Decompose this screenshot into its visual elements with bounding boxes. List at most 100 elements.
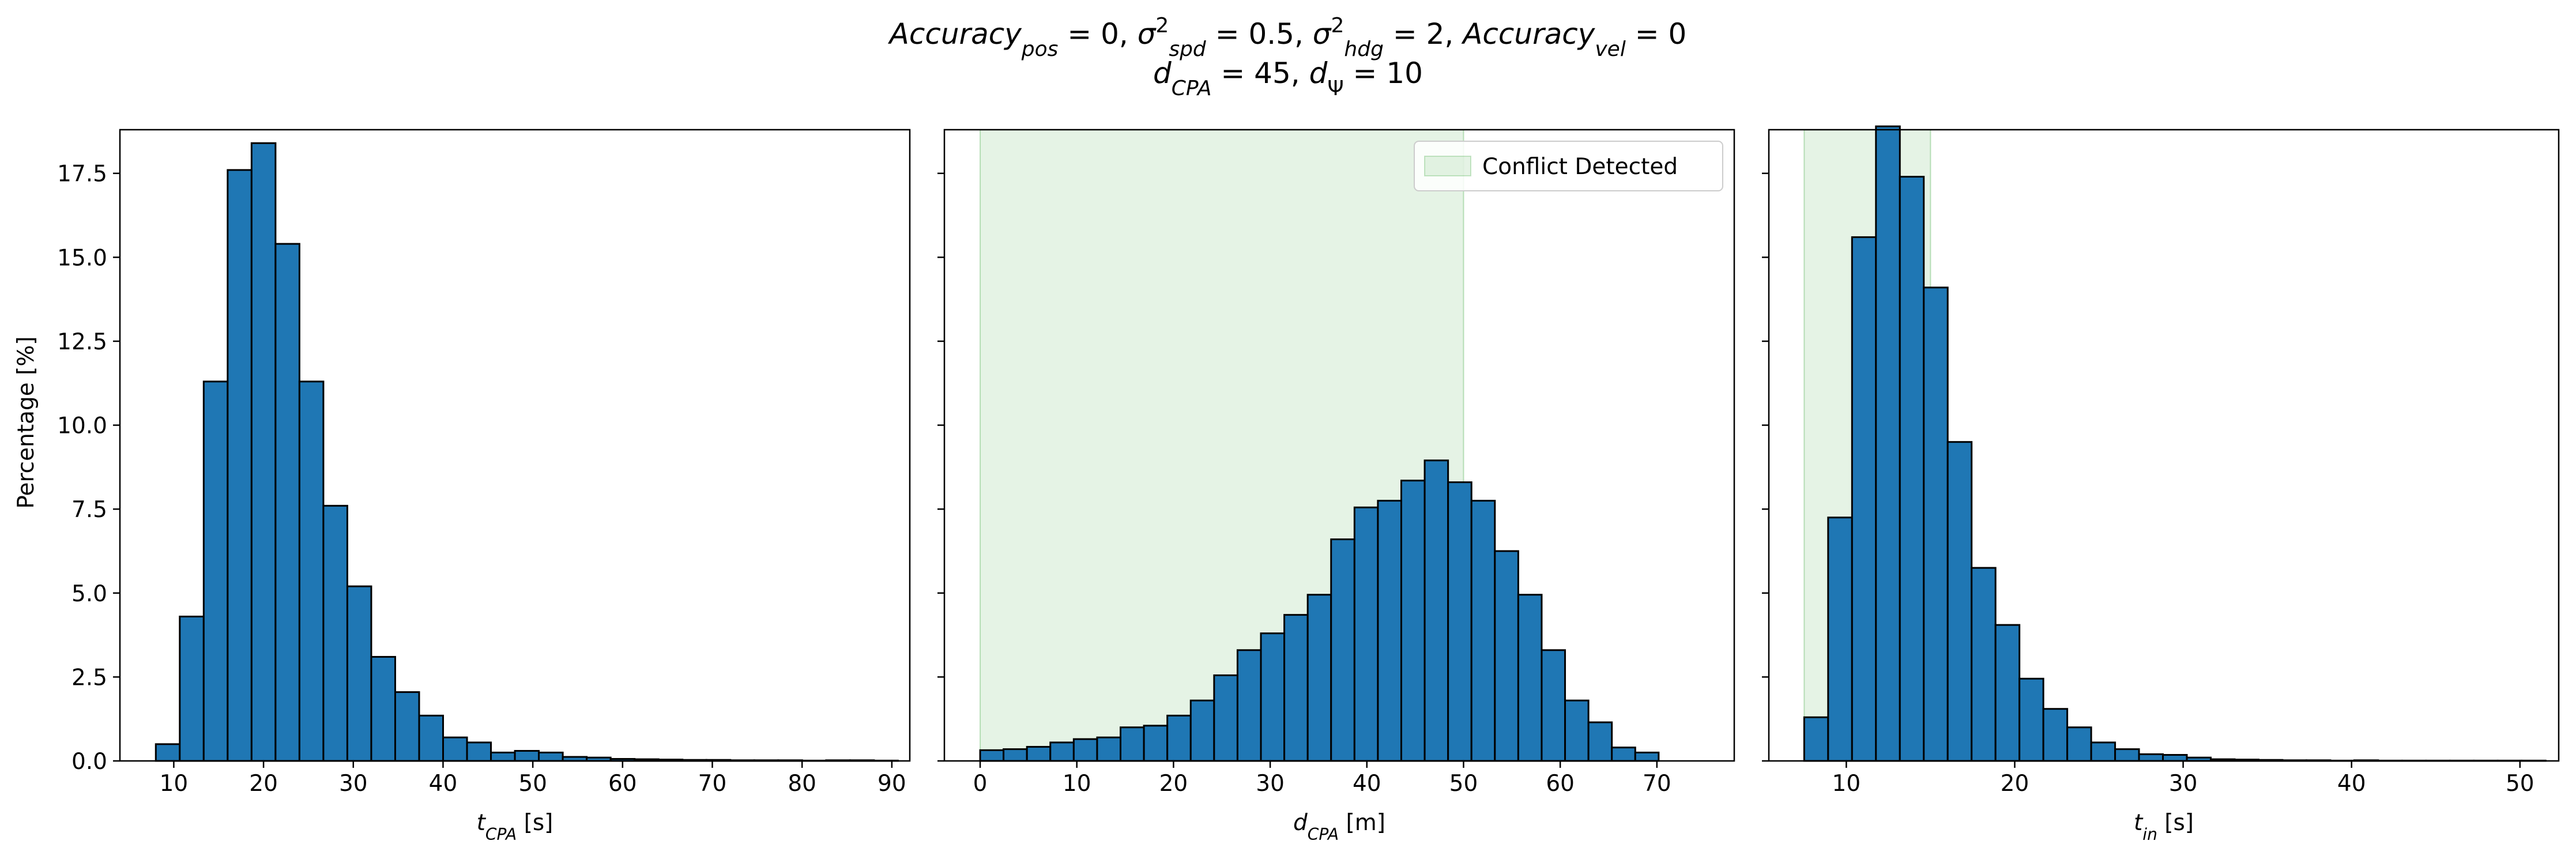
histogram-bar [1803,716,1829,762]
histogram-bar [1143,725,1169,762]
histogram-bar [1377,500,1402,762]
histogram-bar [1423,459,1449,762]
histogram-bar [274,243,300,762]
y-tick-label: 15.0 [57,245,107,271]
x-tick-label: 80 [788,771,816,797]
axes-frame [119,129,911,762]
histogram-bar [1283,614,1309,762]
x-tick-label: 20 [249,771,278,797]
y-tick-label: 17.5 [57,161,107,187]
histogram-bar [2114,748,2140,762]
x-tick-label: 50 [1449,771,1478,797]
histogram-bar [227,169,253,762]
histogram-bar [179,616,205,762]
legend-swatch [1424,156,1471,176]
histogram-bar [1971,567,1997,762]
histogram-bar [979,749,1005,762]
histogram-bar [1236,649,1262,762]
histogram-bar [1166,714,1192,762]
histogram-bar [2042,708,2069,762]
figure-title-line-2: dCPA = 45, dΨ = 10 [1153,56,1423,100]
legend-label: Conflict Detected [1482,154,1678,180]
histogram-bar [1899,176,1925,762]
histogram-bar [1026,746,1052,762]
panel-1: 10 20 30 40 50 60 70 80 90 0.0 2.5 5.0 7.5 10.0 12.5 15… [57,129,911,844]
histogram-bar [1306,594,1332,762]
histogram-bar [370,655,396,762]
histogram-bar [1330,538,1355,762]
figure-title-line-1: Accuracypos = 0, σ2spd = 0.5, σ2hdg = 2,… [888,14,1687,61]
y-tick-label: 5.0 [71,581,107,607]
histogram-bar [2162,754,2188,762]
histogram-bar [418,714,445,762]
histogram-bar [1851,236,1877,762]
histogram-bar [1213,674,1238,762]
histogram-bar [1003,748,1028,762]
histogram-bar [1994,624,2021,762]
x-tick-label: 40 [1353,771,1381,797]
legend: Conflict Detected [1414,141,1723,191]
panel-2: 0 10 20 30 40 50 60 70 dCPA [m] Conflict Detected [937,129,1735,844]
histogram-bar [2090,741,2116,762]
histogram-bar [490,751,516,762]
y-axis-label: Percentage [%] [13,336,39,508]
histogram-bar [1517,594,1543,762]
y-tick-label: 7.5 [71,497,107,523]
histogram-bar [1587,721,1613,762]
x-tick-label: 30 [1256,771,1285,797]
histogram-bar [2018,677,2044,762]
x-tick-label: 0 [973,771,988,797]
x-tick-label: 20 [1159,771,1188,797]
histogram-bar [1564,699,1590,762]
y-tick-label: 12.5 [57,329,107,355]
x-tick-label: 50 [2506,771,2534,797]
x-tick-label: 90 [878,771,906,797]
histogram-bar [1400,480,1426,762]
x-tick-label: 30 [2169,771,2198,797]
histogram-bar [514,750,540,762]
histogram-bar [1120,726,1145,762]
histogram-bar [250,142,277,762]
x-tick-label: 70 [698,771,727,797]
histogram-bar [394,691,420,762]
x-tick-label: 10 [1063,771,1091,797]
histogram-bar [1875,125,1901,762]
x-tick-label: 10 [1832,771,1861,797]
histogram-bar [1611,747,1636,762]
panel-3: 10 20 30 40 50 tin [s] [1762,125,2560,844]
y-tick-label: 0.0 [71,749,107,775]
x-tick-label: 30 [339,771,368,797]
histogram-bar [1946,441,1973,762]
x-axis-label: tin [s] [2134,810,2194,844]
histogram-bar [202,380,229,762]
histogram-bar [538,751,564,762]
legend-box [1414,141,1723,191]
histogram-bar [1827,517,1853,762]
y-tick-label: 10.0 [57,413,107,439]
histogram-bar [1923,286,1949,762]
histogram-bar [346,585,372,762]
x-tick-label: 40 [2337,771,2366,797]
x-tick-label: 10 [160,771,189,797]
x-axis-label: dCPA [m] [1293,810,1385,844]
x-tick-label: 40 [429,771,458,797]
x-tick-label: 20 [2001,771,2029,797]
x-tick-label: 70 [1643,771,1671,797]
histogram-bar [466,741,492,762]
histogram-bar [1541,649,1566,762]
histogram-bar [1447,481,1472,762]
histogram-bar [1470,500,1496,762]
histogram-bar [155,743,181,762]
histogram-bar [2066,726,2092,762]
histogram-bar [1189,699,1215,762]
histogram-bar [1096,736,1122,762]
histogram-bar [298,380,325,762]
x-axis-label: tCPA [s] [477,810,553,844]
x-tick-label: 60 [608,771,637,797]
histogram-bar [1260,632,1286,762]
histogram-bar [1494,550,1519,762]
x-tick-label: 60 [1546,771,1575,797]
histogram-bar [442,736,468,762]
histogram-bar [1634,751,1660,762]
